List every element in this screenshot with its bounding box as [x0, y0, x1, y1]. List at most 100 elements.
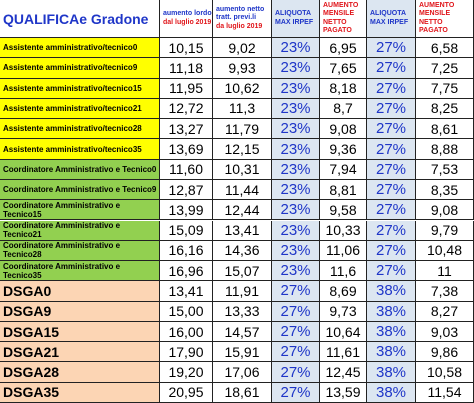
value-cell: 8,61	[416, 119, 474, 140]
value-cell: 8,25	[416, 98, 474, 120]
header-line: dal luglio 2019	[163, 18, 212, 26]
rate-cell: 27%	[272, 281, 320, 302]
value-cell: 13,27	[160, 119, 213, 140]
value-cell: 11,79	[213, 119, 272, 140]
row-label: Coordinatore Amministrativo e Tecnico15	[0, 200, 160, 221]
value-cell: 9,03	[416, 321, 474, 343]
rate-cell: 27%	[367, 139, 416, 160]
row-label: DSGA35	[0, 382, 160, 403]
header-line: AUMENTO MENSILE NETTO PAGATO	[323, 2, 359, 34]
rate-cell: 23%	[272, 78, 320, 99]
rate-cell: 23%	[272, 159, 320, 180]
header-line: da luglio 2019	[216, 22, 263, 30]
row-label: DSGA9	[0, 301, 160, 322]
value-cell: 16,16	[160, 240, 213, 262]
value-cell: 11,06	[320, 240, 367, 262]
value-cell: 13,41	[160, 281, 213, 302]
value-cell: 9,93	[213, 58, 272, 79]
value-cell: 11,54	[416, 382, 474, 403]
column-header: ALIQUOTA MAX IRPEF	[272, 0, 320, 38]
rate-cell: 38%	[367, 321, 416, 343]
value-cell: 7,53	[416, 159, 474, 180]
row-label: Coordinatore Amministrativo e Tecnico35	[0, 261, 160, 282]
value-cell: 9,86	[416, 342, 474, 363]
header-line: aumento netto tratt. previ.li	[216, 6, 265, 22]
value-cell: 6,95	[320, 38, 367, 59]
value-cell: 8,81	[320, 179, 367, 201]
value-cell: 9,02	[213, 38, 272, 59]
rate-cell: 23%	[272, 58, 320, 79]
value-cell: 15,00	[160, 301, 213, 322]
rate-cell: 23%	[272, 200, 320, 221]
value-cell: 13,41	[213, 220, 272, 241]
value-cell: 9,79	[416, 220, 474, 241]
value-cell: 8,88	[416, 139, 474, 160]
value-cell: 9,36	[320, 139, 367, 160]
rate-cell: 27%	[367, 200, 416, 221]
value-cell: 19,20	[160, 362, 213, 383]
rate-cell: 27%	[272, 301, 320, 322]
value-cell: 15,09	[160, 220, 213, 241]
value-cell: 17,90	[160, 342, 213, 363]
value-cell: 14,36	[213, 240, 272, 262]
value-cell: 12,87	[160, 179, 213, 201]
value-cell: 15,91	[213, 342, 272, 363]
rate-cell: 27%	[272, 362, 320, 383]
header-line: ALIQUOTA MAX IRPEF	[275, 10, 314, 26]
rate-cell: 27%	[367, 220, 416, 241]
rate-cell: 27%	[367, 159, 416, 180]
value-cell: 11,91	[213, 281, 272, 302]
value-cell: 10,48	[416, 240, 474, 262]
value-cell: 11,18	[160, 58, 213, 79]
value-cell: 9,58	[320, 200, 367, 221]
rate-cell: 23%	[272, 98, 320, 120]
value-cell: 16,00	[160, 321, 213, 343]
value-cell: 8,69	[320, 281, 367, 302]
header-line: aumento lordo	[163, 10, 212, 18]
value-cell: 11,6	[320, 261, 367, 282]
rate-cell: 23%	[272, 261, 320, 282]
value-cell: 16,96	[160, 261, 213, 282]
value-cell: 10,33	[320, 220, 367, 241]
value-cell: 10,31	[213, 159, 272, 180]
header-line: AUMENTO MENSILE NETTO PAGATO	[419, 2, 455, 34]
value-cell: 6,58	[416, 38, 474, 59]
rate-cell: 23%	[272, 119, 320, 140]
column-header: AUMENTO MENSILE NETTO PAGATO	[320, 0, 367, 38]
rate-cell: 27%	[367, 58, 416, 79]
value-cell: 12,44	[213, 200, 272, 221]
row-label: Coordinatore Amministrativo e Tecnico21	[0, 220, 160, 241]
column-header: ALIQUOTA MAX IRPEF	[367, 0, 416, 38]
value-cell: 10,58	[416, 362, 474, 383]
rate-cell: 27%	[272, 342, 320, 363]
value-cell: 8,18	[320, 78, 367, 99]
column-header: aumento netto tratt. previ.li da luglio 2…	[213, 0, 272, 38]
row-label: Coordinatore Amministrativo e Tecnico0	[0, 159, 160, 180]
column-header: AUMENTO MENSILE NETTO PAGATO	[416, 0, 474, 38]
rate-cell: 27%	[367, 98, 416, 120]
rate-cell: 38%	[367, 301, 416, 322]
value-cell: 11,3	[213, 98, 272, 120]
value-cell: 7,75	[416, 78, 474, 99]
value-cell: 8,35	[416, 179, 474, 201]
value-cell: 20,95	[160, 382, 213, 403]
row-label: Assistente amministrativo/tecnico35	[0, 139, 160, 160]
row-label: Coordinatore Amministrativo e Tecnico9	[0, 179, 160, 201]
value-cell: 13,69	[160, 139, 213, 160]
value-cell: 11,95	[160, 78, 213, 99]
rate-cell: 38%	[367, 382, 416, 403]
rate-cell: 27%	[367, 119, 416, 140]
row-label: Assistente amministrativo/tecnico0	[0, 38, 160, 59]
value-cell: 15,07	[213, 261, 272, 282]
value-cell: 9,73	[320, 301, 367, 322]
row-label: DSGA21	[0, 342, 160, 363]
value-cell: 14,57	[213, 321, 272, 343]
value-cell: 13,99	[160, 200, 213, 221]
rate-cell: 23%	[272, 179, 320, 201]
value-cell: 10,64	[320, 321, 367, 343]
row-label: Assistente amministrativo/tecnico15	[0, 78, 160, 99]
rate-cell: 27%	[367, 179, 416, 201]
value-cell: 10,62	[213, 78, 272, 99]
rate-cell: 27%	[272, 321, 320, 343]
